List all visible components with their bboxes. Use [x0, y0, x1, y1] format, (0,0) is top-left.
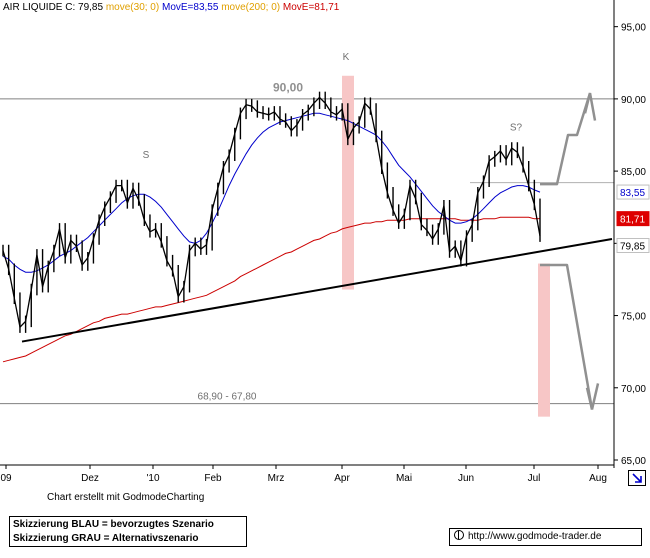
annotation-label-3: S? — [510, 123, 523, 134]
price-tag-bg-0 — [616, 184, 650, 200]
series-line-0 — [2, 96, 541, 329]
scenario-up-arrowhead — [583, 92, 597, 121]
annotation-label-1: 90,00 — [273, 81, 303, 95]
scenario-legend: Skizzierung BLAU = bevorzugtes Szenario … — [9, 516, 247, 547]
x-tick-label-2: '10 — [146, 473, 159, 484]
series-line-1 — [2, 112, 541, 273]
plot-area — [0, 0, 614, 465]
chart-credit: Chart erstellt mit GodmodeCharting — [47, 492, 205, 503]
website-url: http://www.godmode-trader.de — [468, 531, 602, 542]
x-tick-label-9: Aug — [589, 473, 607, 484]
x-tick-label-8: Jul — [528, 473, 541, 484]
x-tick-label-5: Apr — [334, 473, 350, 484]
price-tag-bg-1 — [616, 211, 650, 227]
support-trendline — [21, 238, 613, 343]
x-tick-label-1: Dez — [81, 473, 99, 484]
legend-blue: Skizzierung BLAU = bevorzugtes Szenario — [13, 519, 214, 530]
price-tag-1: 81,71 — [620, 215, 645, 226]
highlight-bar-1 — [538, 263, 550, 417]
scenario-down-arrow — [540, 263, 594, 410]
globe-icon — [454, 530, 464, 540]
x-tick-label-0: 09 — [0, 473, 12, 484]
annotation-label-2: K — [343, 52, 350, 63]
y-tick-label-6: 65,00 — [621, 456, 646, 467]
price-tag-0: 83,55 — [620, 188, 645, 199]
annotation-label-4: 68,90 - 67,80 — [198, 391, 257, 402]
x-tick-label-4: Mrz — [268, 473, 285, 484]
website-link[interactable]: http://www.godmode-trader.de — [449, 528, 642, 546]
y-tick-label-2: 85,00 — [621, 167, 646, 178]
expand-icon[interactable] — [628, 470, 646, 486]
price-tag-2: 79,85 — [620, 242, 645, 253]
header-symbol: AIR LIQUIDE C: 79,85 move(30; 0) MovE=83… — [3, 2, 340, 13]
series-line-2 — [2, 216, 541, 363]
y-tick-label-0: 95,00 — [621, 23, 646, 34]
x-tick-label-3: Feb — [204, 473, 222, 484]
scenario-down-arrowhead — [585, 383, 600, 410]
y-tick-label-5: 70,00 — [621, 384, 646, 395]
y-tick-label-4: 75,00 — [621, 312, 646, 323]
x-tick-label-6: Mai — [396, 473, 412, 484]
highlight-bar-0 — [342, 75, 354, 290]
price-tag-bg-2 — [616, 238, 650, 253]
annotation-label-0: S — [143, 150, 150, 161]
legend-grey: Skizzierung GRAU = Alternativszenario — [13, 533, 199, 544]
x-tick-label-7: Jun — [458, 473, 474, 484]
scenario-up-arrow — [540, 92, 592, 186]
y-tick-label-1: 90,00 — [621, 95, 646, 106]
